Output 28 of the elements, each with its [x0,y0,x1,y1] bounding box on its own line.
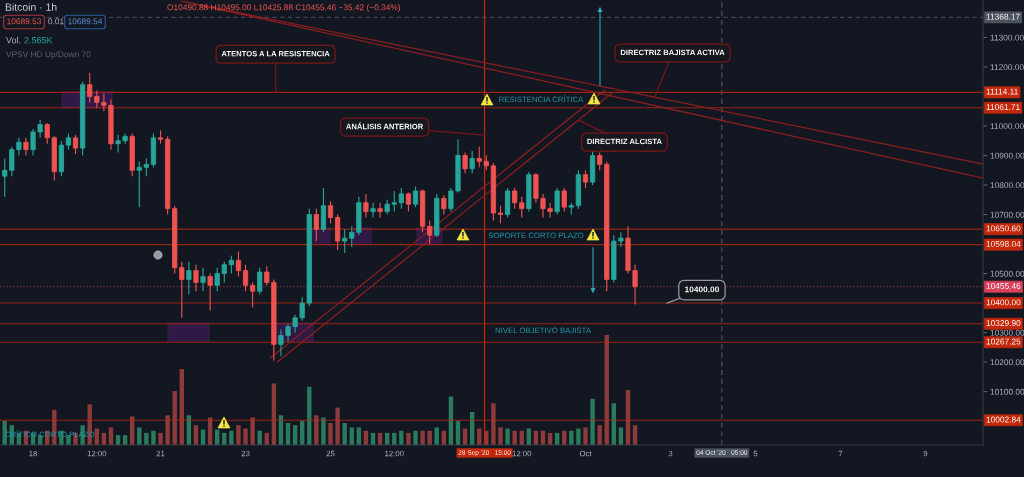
y-tick-label: 10800.00 [990,182,1024,189]
annotation: 2.565K [24,37,53,44]
ref-line-label: 10267.25 [986,338,1021,345]
ref-line-label: 10329.90 [986,320,1021,326]
y-tick-label: 10200.00 [990,359,1024,366]
annotation: 10689.54 [68,18,103,25]
chart-title: Vol. [6,36,21,44]
ref-line-label: 10455.46 [986,283,1021,289]
y-tick-label: 10300.00 [990,329,1024,336]
chart-title: Bitcoin · 1h [5,3,57,11]
y-tick-label: 10500.00 [990,270,1024,277]
annotation: 0.01 [48,18,64,25]
y-tick-label: 10700.00 [990,211,1024,218]
y-tick-label: 11200.00 [990,64,1024,71]
annotation: 10400.00 [685,286,719,293]
ref-line-label: 11114.11 [986,88,1018,95]
ref-line-label: 10598.04 [986,240,1021,247]
y-tick-label: 11300.00 [990,34,1024,41]
y-tick-label: 10100.00 [990,388,1024,395]
ref-line-label: 10650.60 [986,225,1021,232]
y-tick-label: 11000.00 [990,123,1024,130]
ref-line-label: 10002.84 [986,416,1021,423]
ref-line-label: 11061.71 [986,104,1020,111]
y-tick-label: 10900.00 [990,152,1024,159]
annotation: O10490.88 H10495.00 L10425.88 C10455.46 −35.42 (−0.34%) [167,4,401,12]
ref-line-label: 10400.00 [986,299,1021,306]
ref-line-label: 11368.17 [986,13,1020,20]
annotation: 10689.53 [7,18,42,25]
